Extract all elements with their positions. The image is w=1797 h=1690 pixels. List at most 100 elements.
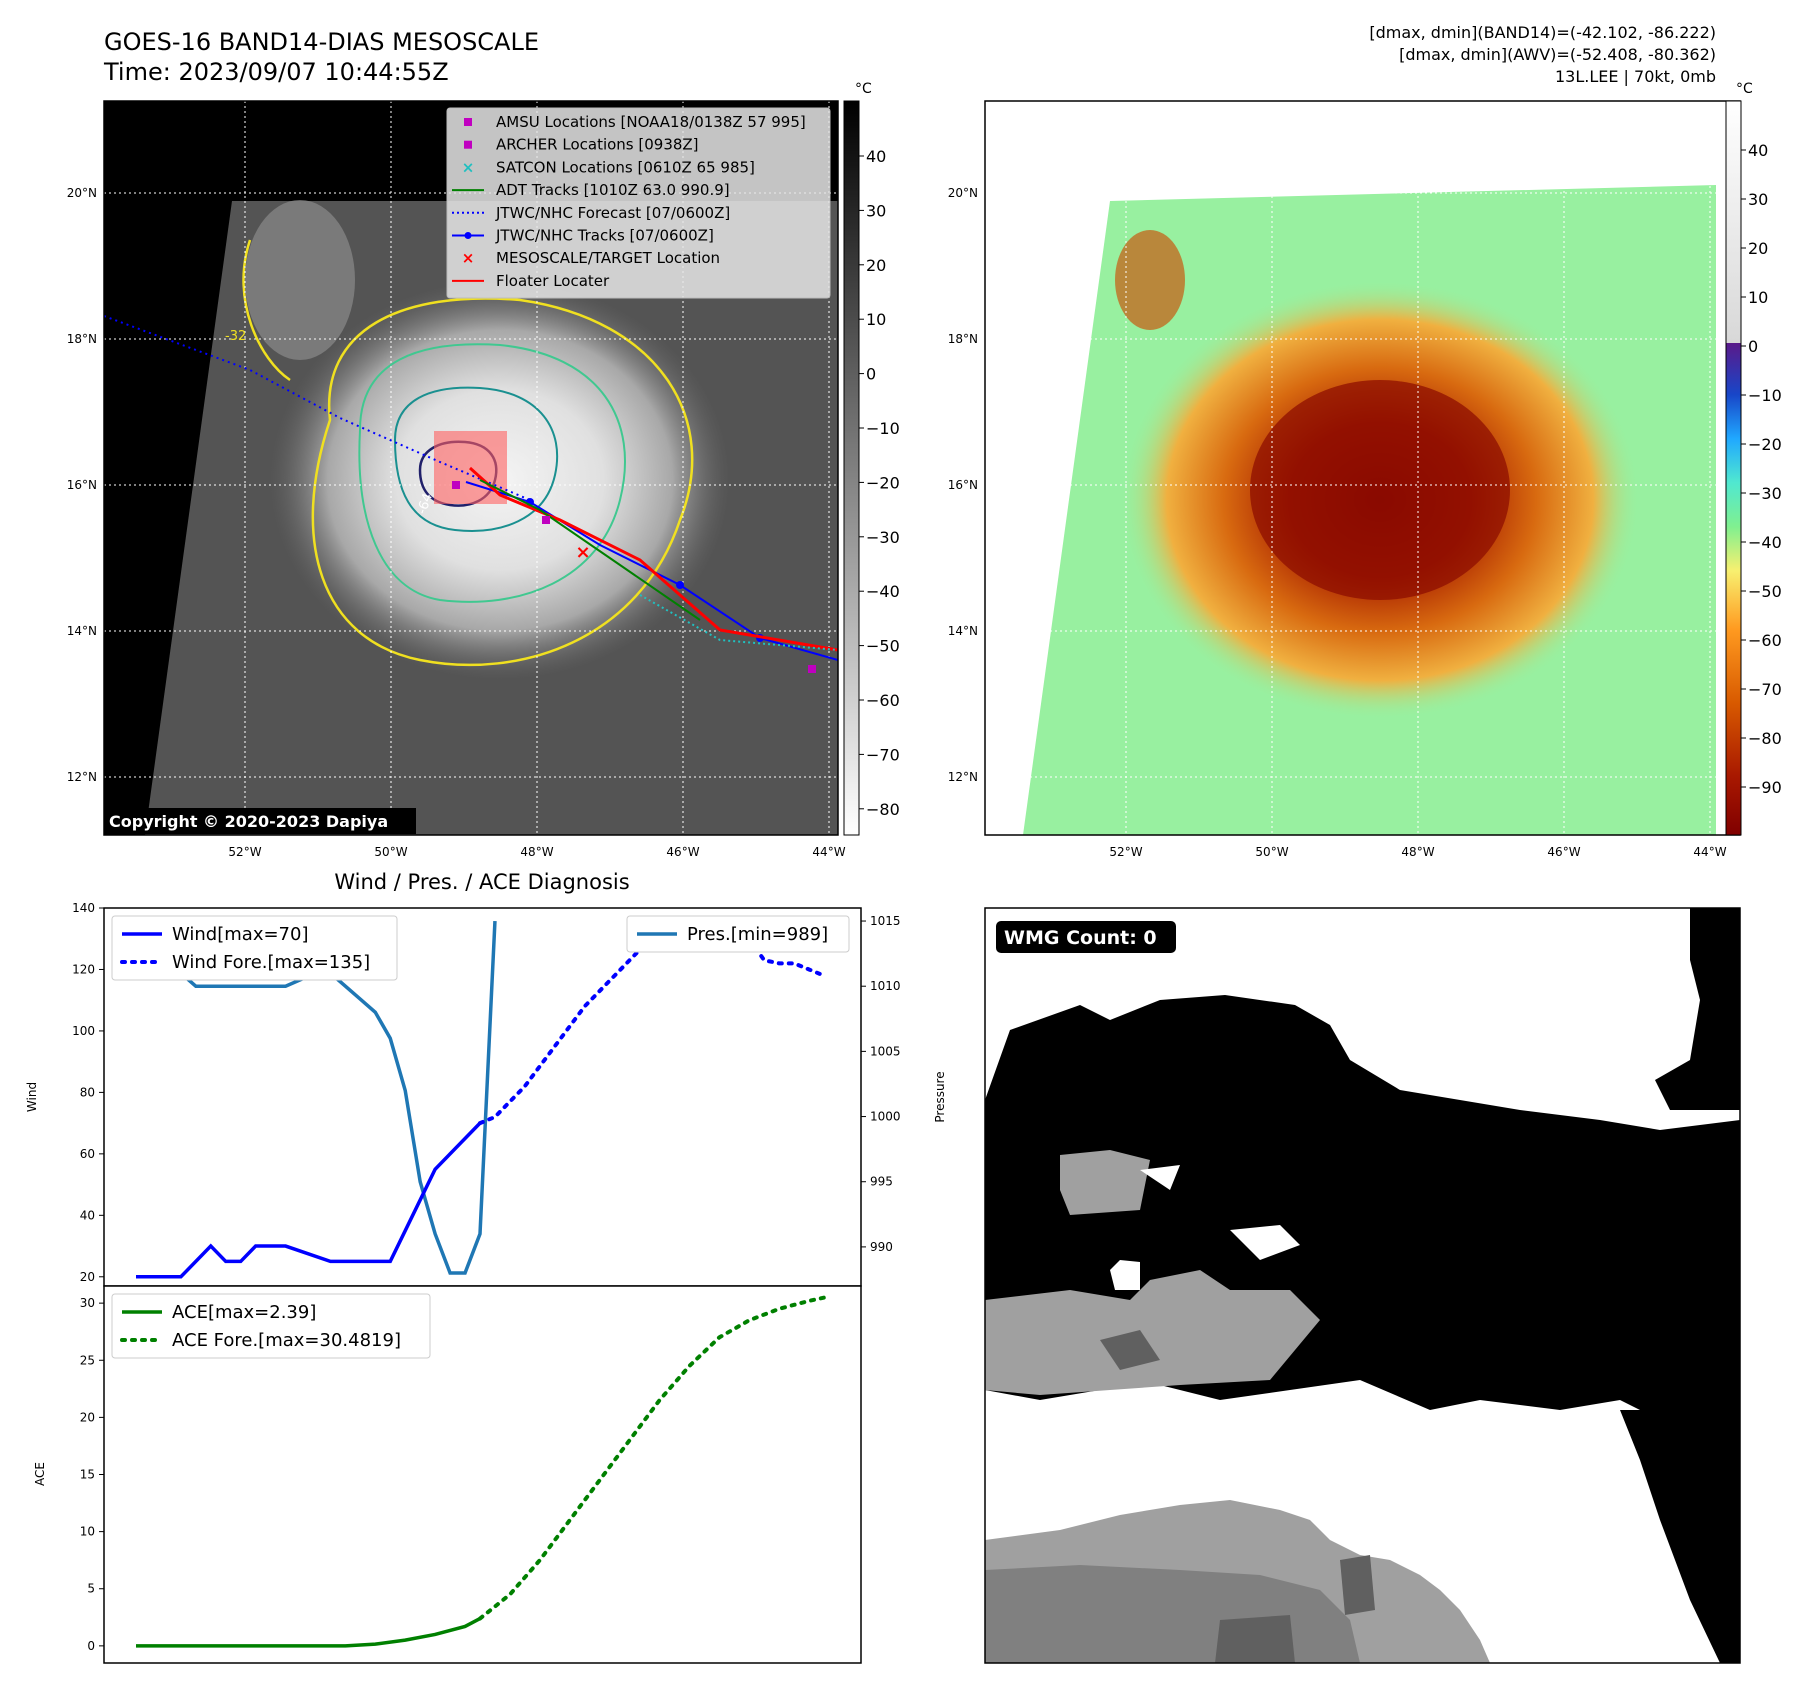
wind-ytick-label: 20 bbox=[80, 1270, 95, 1284]
color-cb-tick-label: 0 bbox=[1748, 337, 1758, 356]
color-cb-tick-label: −90 bbox=[1748, 778, 1782, 797]
ace-line bbox=[136, 1617, 481, 1648]
wmg-lower-dark bbox=[1340, 1555, 1375, 1615]
wmg-black-corner bbox=[1655, 908, 1740, 1110]
legend-label: ACE[max=2.39] bbox=[172, 1302, 316, 1323]
ace-ytick-label: 30 bbox=[80, 1296, 95, 1310]
gray-cb-tick-label: 10 bbox=[866, 310, 886, 329]
gray-cb-tick-label: −50 bbox=[866, 637, 900, 656]
ace-ytick-label: 10 bbox=[80, 1525, 95, 1539]
lon-tick-label: 46°W bbox=[1547, 845, 1580, 859]
color-colorbar-unit: °C bbox=[1736, 81, 1753, 97]
wmg-count-badge bbox=[996, 921, 1176, 953]
legend-label: ACE Fore.[max=30.4819] bbox=[172, 1330, 401, 1351]
wind-ytick-label: 140 bbox=[72, 901, 95, 915]
lon-tick-label: 48°W bbox=[1401, 845, 1434, 859]
gray-cb-tick-label: 0 bbox=[866, 365, 876, 384]
satcon-track bbox=[639, 594, 838, 651]
legend-label: Wind Fore.[max=135] bbox=[172, 952, 370, 973]
lon-tick-label: 46°W bbox=[666, 845, 699, 859]
pressure-ytick-label: 1005 bbox=[870, 1044, 901, 1058]
color-cb-tick-label: −80 bbox=[1748, 729, 1782, 748]
wmg-count-label: WMG Count: 0 bbox=[1004, 927, 1157, 949]
legend-label: MESOSCALE/TARGET Location bbox=[496, 249, 720, 267]
wind-ytick-label: 60 bbox=[80, 1147, 95, 1161]
ir-map-panel: × -64 -32 Copyright © 2020-2023 Dapiya A… bbox=[103, 100, 839, 836]
lat-tick-label: 20°N bbox=[948, 186, 978, 200]
legend-label: ADT Tracks [1010Z 63.0 990.9] bbox=[496, 181, 730, 199]
legend-marker bbox=[464, 140, 472, 149]
wmg-lower-dark bbox=[1215, 1615, 1295, 1663]
amsu-marker bbox=[808, 665, 816, 673]
gray-cb-tick-label: −40 bbox=[866, 582, 900, 601]
wmg-frame bbox=[984, 907, 1741, 1664]
color-cb-tick-label: −50 bbox=[1748, 582, 1782, 601]
legend-label: ARCHER Locations [0938Z] bbox=[496, 136, 699, 154]
outer-cloud-band bbox=[245, 200, 355, 360]
gray-cb-tick-label: −80 bbox=[866, 800, 900, 819]
pressure-line bbox=[136, 920, 497, 1275]
lon-tick-label: 50°W bbox=[1255, 845, 1288, 859]
lat-tick-label: 14°N bbox=[948, 624, 978, 638]
gray-cb-tick-label: −10 bbox=[866, 419, 900, 438]
legend-marker-dot bbox=[464, 232, 472, 239]
color-cb-tick-label: 10 bbox=[1748, 288, 1768, 307]
copyright-bg bbox=[104, 808, 416, 834]
jtwc-track-point bbox=[676, 581, 684, 589]
wmg-black-edge bbox=[1620, 1410, 1740, 1663]
lon-tick-label: 52°W bbox=[228, 845, 261, 859]
wmg-white-hole bbox=[1140, 1165, 1180, 1190]
color-colorbar: °C 40 30 20 10 0 −10 −20 −30 −40 −50 −60 −70 −80 −90 bbox=[1725, 81, 1782, 836]
color-colorbar-ticks: 40 30 20 10 0 −10 −20 −30 −40 −50 −60 −70 −80 −90 bbox=[1741, 141, 1782, 797]
pressure-ytick-label: 995 bbox=[870, 1175, 893, 1189]
lat-tick-label: 18°N bbox=[67, 332, 97, 346]
contour-green bbox=[358, 343, 626, 603]
lon-tick-label: 50°W bbox=[374, 845, 407, 859]
wind-line bbox=[136, 1121, 482, 1279]
gray-cb-tick-label: −70 bbox=[866, 745, 900, 764]
mesoscale-marker: × bbox=[575, 542, 590, 563]
color-colorbar-bar bbox=[1725, 100, 1742, 836]
color-cb-tick-label: 20 bbox=[1748, 239, 1768, 258]
diagnosis-chart: 1401201008060402010151010100510009959903… bbox=[72, 901, 900, 1653]
ace-ytick-label: 20 bbox=[80, 1410, 95, 1424]
color-cloud-cluster bbox=[1115, 230, 1185, 330]
legend-label: Pres.[min=989] bbox=[687, 924, 828, 945]
legend-label: JTWC/NHC Tracks [07/0600Z] bbox=[495, 227, 714, 245]
legend-marker: × bbox=[462, 249, 475, 267]
ace-ytick-label: 25 bbox=[80, 1353, 95, 1367]
lat-tick-label: 16°N bbox=[948, 478, 978, 492]
gray-cb-tick-label: −60 bbox=[866, 691, 900, 710]
ace-legend: ACE[max=2.39] ACE Fore.[max=30.4819] bbox=[111, 1293, 431, 1359]
pressure-ytick-label: 990 bbox=[870, 1240, 893, 1254]
gray-colorbar: °C 40 30 20 10 0 −10 −20 −30 −40 −50 −60 −70 −80 bbox=[843, 81, 900, 836]
map-tick-labels: 52°W 52°W 50°W 50°W 48°W 48°W 46°W 46°W 44°W 44°W… bbox=[67, 186, 1727, 859]
color-cb-tick-label: 40 bbox=[1748, 141, 1768, 160]
pressure-ytick-label: 1015 bbox=[870, 914, 901, 928]
gray-colorbar-bar bbox=[843, 100, 860, 836]
adt-track bbox=[479, 479, 701, 621]
legend-label: JTWC/NHC Forecast [07/0600Z] bbox=[495, 204, 730, 222]
wind-ytick-label: 120 bbox=[72, 962, 95, 976]
wmg-gray-region bbox=[985, 1270, 1320, 1395]
wmg-white-hole bbox=[1230, 1225, 1300, 1260]
lat-tick-label: 18°N bbox=[948, 332, 978, 346]
lat-tick-label: 20°N bbox=[67, 186, 97, 200]
pressure-legend-box bbox=[626, 915, 850, 953]
ace-ytick-label: 15 bbox=[80, 1468, 95, 1482]
floater-locater-track bbox=[468, 466, 838, 652]
contour-label-64: -64 bbox=[415, 491, 436, 516]
color-cb-tick-label: −20 bbox=[1748, 435, 1782, 454]
color-storm-core bbox=[1250, 380, 1510, 600]
pressure-ytick-label: 1000 bbox=[870, 1110, 901, 1124]
color-cb-tick-label: −40 bbox=[1748, 533, 1782, 552]
gray-cb-tick-label: 40 bbox=[866, 147, 886, 166]
contour-yellow bbox=[311, 297, 694, 667]
gray-cb-tick-label: −20 bbox=[866, 473, 900, 492]
legend-marker: × bbox=[462, 158, 475, 176]
jtwc-forecast-track bbox=[104, 315, 531, 501]
storm-info: 13L.LEE | 70kt, 0mb bbox=[1555, 67, 1716, 86]
wmg-dark-patch bbox=[1100, 1330, 1160, 1370]
lat-tick-label: 14°N bbox=[67, 624, 97, 638]
